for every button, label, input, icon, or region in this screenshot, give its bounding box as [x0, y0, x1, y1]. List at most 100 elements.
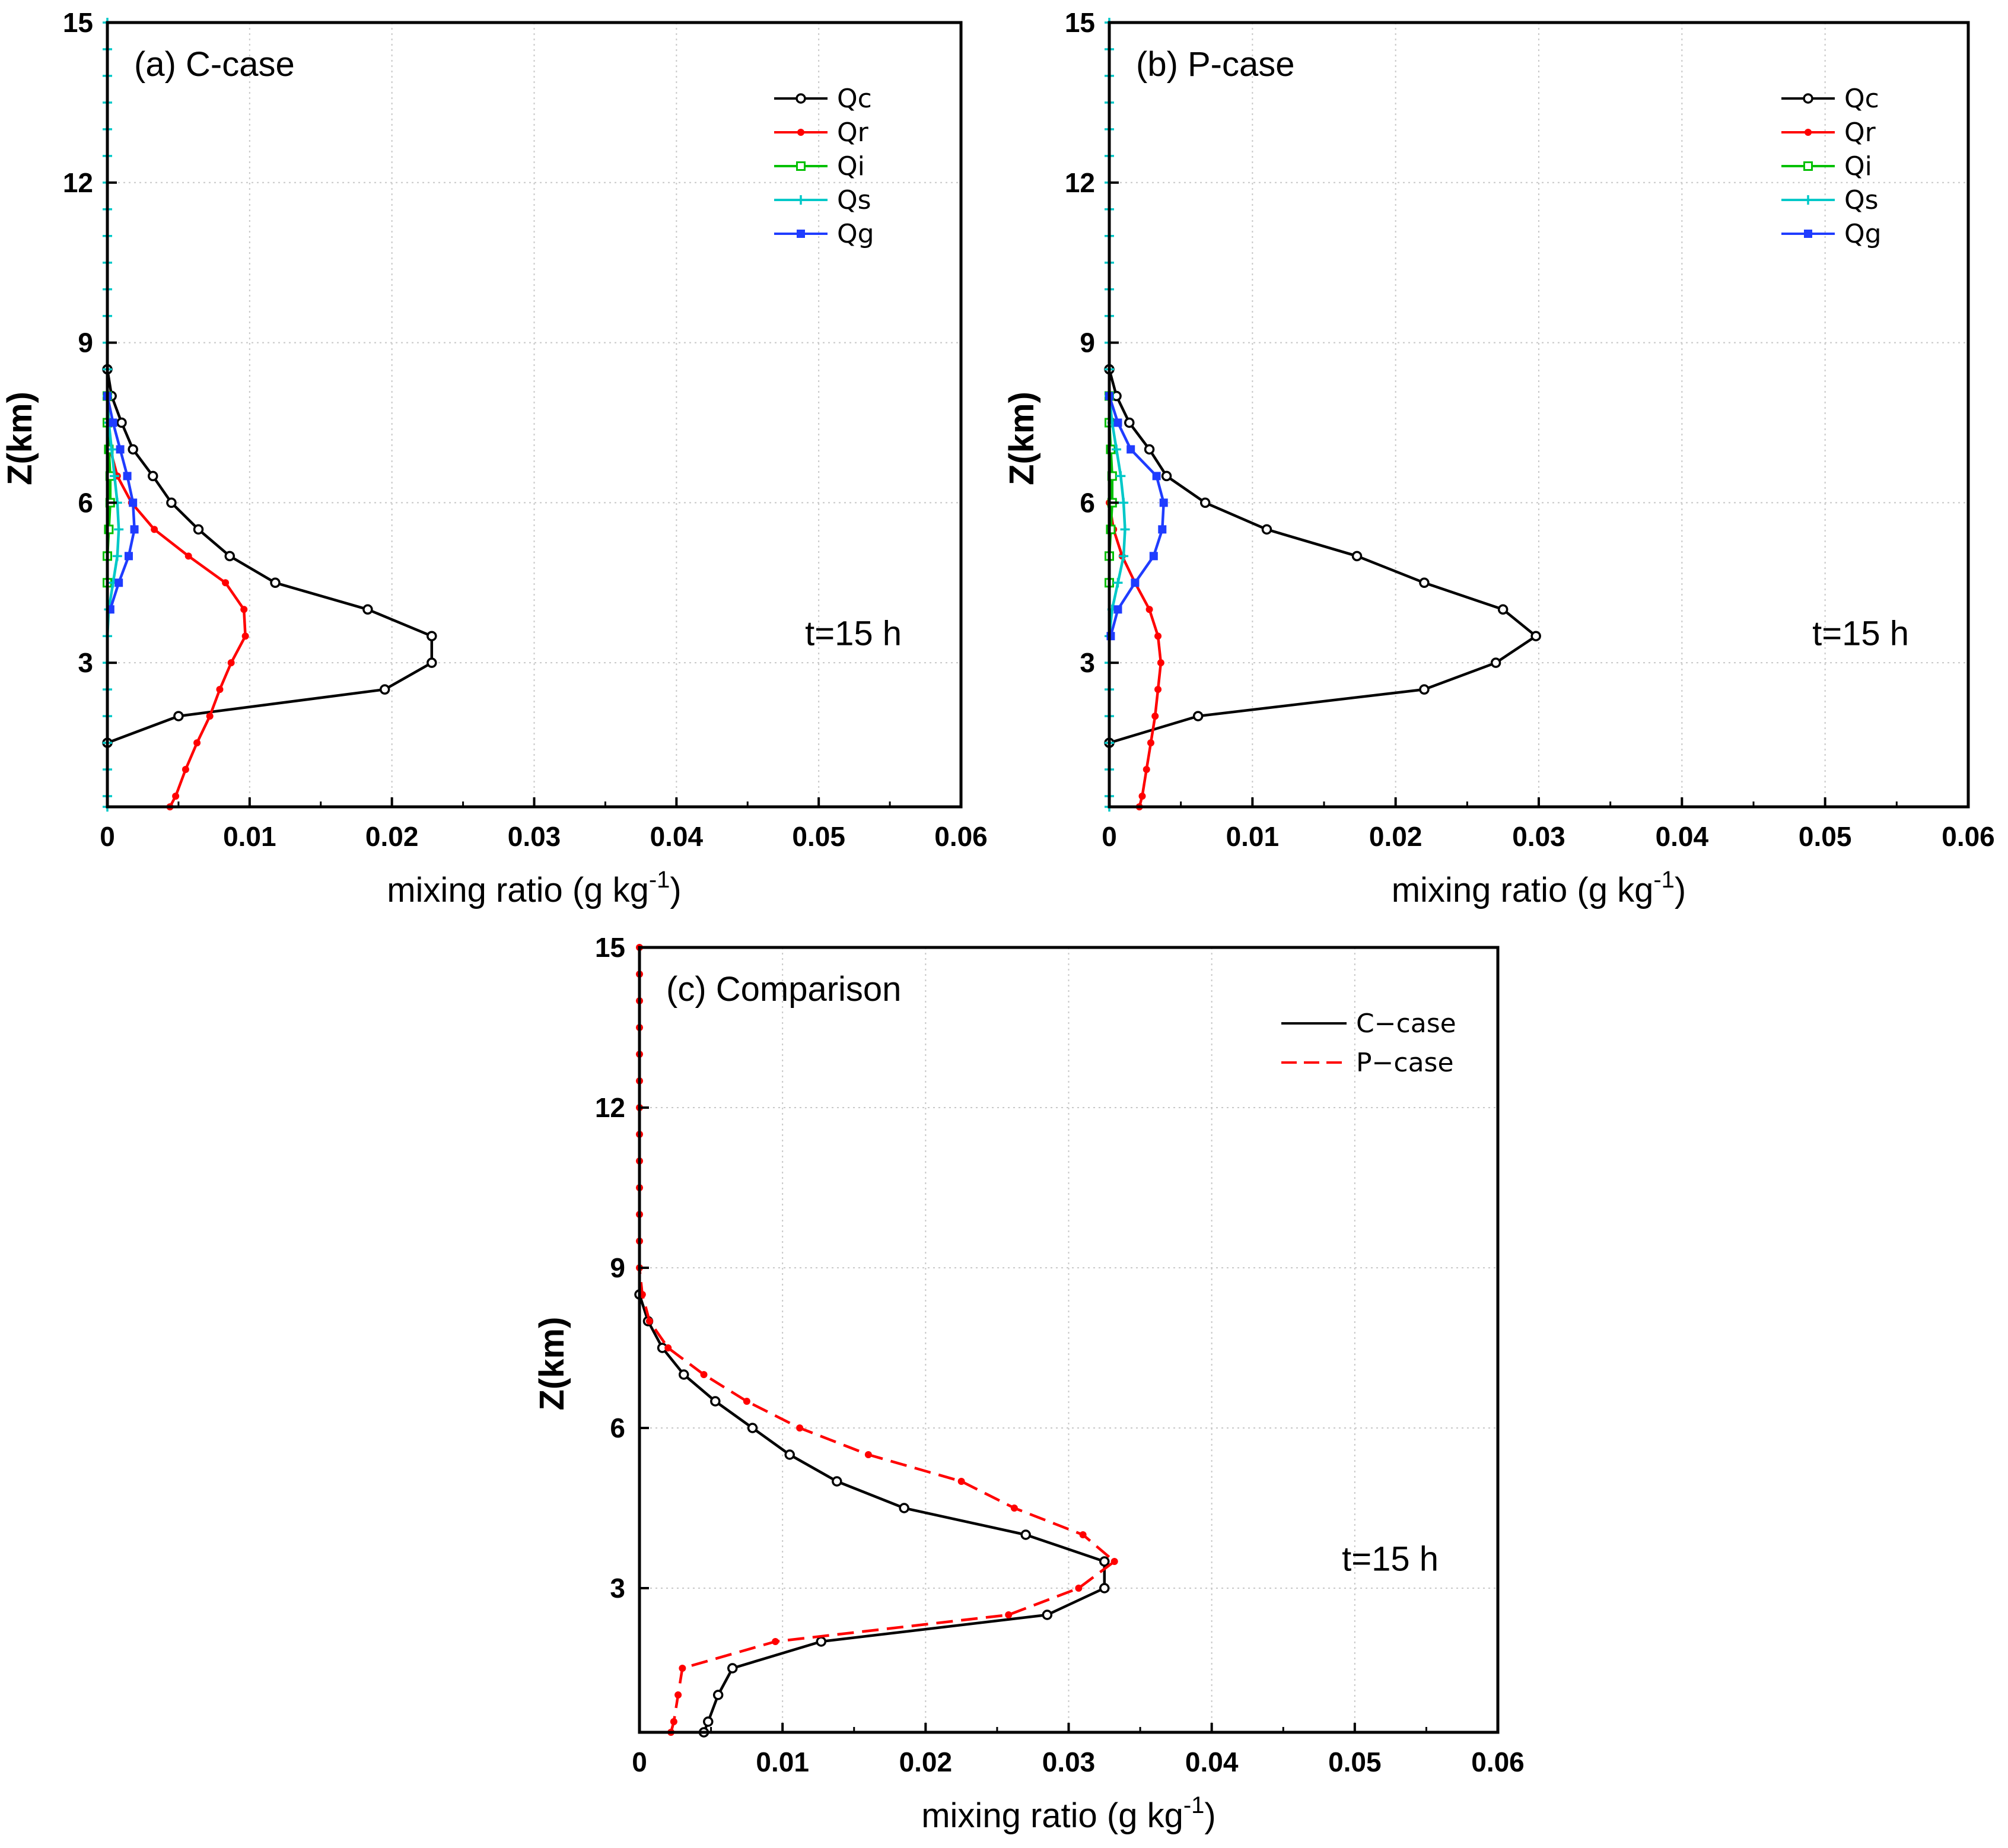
- data-point-qc: [1419, 684, 1430, 695]
- legend-marker-qc: [1803, 93, 1813, 104]
- data-point-c-case: [816, 1636, 827, 1647]
- x-tick-label: 0.05: [1799, 821, 1852, 852]
- legend-label-qr: Qr: [1844, 117, 1876, 148]
- x-tick-label: 0.06: [934, 821, 988, 852]
- data-point-p-case: [796, 1424, 804, 1432]
- data-point-p-case: [664, 1344, 672, 1351]
- x-tick-label: 0.01: [1226, 821, 1280, 852]
- data-point-qg: [129, 498, 138, 507]
- y-tick-label: 3: [78, 647, 93, 678]
- y-tick-label: 9: [1080, 327, 1095, 358]
- y-axis-title: Z(km): [1, 392, 39, 485]
- data-point-qg: [109, 418, 117, 427]
- data-point-qr: [1138, 793, 1146, 800]
- x-axis-title-superscript: -1: [1183, 1792, 1205, 1818]
- legend-marker-qg: [797, 230, 805, 238]
- legend-label-qs: Qs: [1844, 185, 1879, 215]
- legend: C−case P−case: [1281, 1009, 1456, 1078]
- data-point-qg: [1159, 498, 1168, 507]
- x-axis-title-superscript: -1: [1653, 867, 1675, 893]
- data-point-qr: [172, 793, 180, 800]
- x-tick-label: 0.03: [1512, 821, 1565, 852]
- data-point-qr: [216, 686, 224, 694]
- data-point-qs: [1113, 578, 1123, 588]
- y-tick-label: 12: [1065, 167, 1095, 198]
- data-point-qr: [151, 526, 158, 533]
- x-tick-label: 0: [100, 821, 115, 852]
- data-point-qr: [182, 766, 189, 774]
- data-point-qc: [379, 684, 390, 695]
- data-point-qc: [173, 711, 184, 721]
- data-point-qg: [1149, 552, 1158, 561]
- x-tick-label: 0.02: [365, 821, 419, 852]
- data-point-qr: [1157, 659, 1164, 667]
- legend-label-qr: Qr: [837, 117, 869, 148]
- x-tick-label: 0.01: [756, 1747, 809, 1777]
- y-tick-label: 15: [1065, 7, 1095, 38]
- data-point-c-case: [703, 1716, 714, 1727]
- data-point-qg: [130, 525, 139, 534]
- x-tick-label: 0.04: [1656, 821, 1709, 852]
- data-point-qr: [222, 579, 230, 587]
- time-annotation: t=15 h: [1342, 1540, 1439, 1579]
- x-tick-label: 0.03: [1042, 1747, 1096, 1777]
- data-point-p-case: [700, 1371, 708, 1378]
- data-point-qc: [1351, 551, 1363, 562]
- y-tick-label: 9: [78, 327, 93, 358]
- data-point-qg: [1126, 445, 1135, 454]
- data-point-p-case: [772, 1638, 779, 1645]
- data-point-qr: [1154, 632, 1162, 640]
- data-point-c-case: [832, 1476, 842, 1487]
- data-point-qr: [1151, 713, 1159, 720]
- y-tick-label: 9: [610, 1252, 625, 1283]
- data-point-c-case: [679, 1369, 689, 1380]
- x-tick-label: 0.03: [508, 821, 561, 852]
- y-tick-label: 3: [610, 1573, 625, 1604]
- data-point-c-case: [784, 1449, 795, 1460]
- data-point-qr: [241, 632, 249, 640]
- y-tick-label: 15: [63, 7, 93, 38]
- data-point-qc: [116, 417, 127, 428]
- x-tick-label: 0: [632, 1747, 647, 1777]
- y-tick-label: 3: [1080, 647, 1095, 678]
- y-tick-label: 12: [595, 1092, 625, 1123]
- time-annotation: t=15 h: [805, 615, 902, 653]
- data-point-qc: [1530, 631, 1541, 641]
- legend-marker-qc: [795, 93, 806, 104]
- x-axis-title: mixing ratio (g kg-1): [387, 867, 682, 909]
- panel-title: (c) Comparison: [666, 970, 901, 1009]
- x-tick-label: 0.04: [650, 821, 704, 852]
- data-point-p-case: [743, 1398, 750, 1405]
- x-axis-title-end: ): [670, 871, 681, 909]
- legend-label-qg: Qg: [837, 219, 874, 249]
- data-point-qs: [1120, 524, 1130, 535]
- legend-label-p-case: P−case: [1356, 1048, 1454, 1078]
- x-tick-label: 0.02: [1369, 821, 1423, 852]
- x-tick-label: 0.02: [899, 1747, 953, 1777]
- data-point-qg: [124, 552, 133, 561]
- x-axis-title: mixing ratio (g kg-1): [921, 1792, 1216, 1835]
- data-point-qg: [114, 578, 123, 587]
- y-axis-title: Z(km): [1003, 392, 1041, 485]
- y-tick-label: 12: [63, 167, 93, 198]
- data-point-qs: [112, 551, 122, 561]
- data-point-c-case: [1099, 1556, 1110, 1567]
- legend-marker-qi: [796, 161, 806, 171]
- legend-marker-qi: [1803, 161, 1813, 171]
- panel-title: (a) C-case: [134, 45, 295, 84]
- data-point-qc: [1161, 470, 1172, 482]
- data-point-qc: [1497, 604, 1509, 615]
- data-point-qr: [1154, 686, 1162, 694]
- data-point-p-case: [645, 1318, 653, 1325]
- x-tick-label: 0.05: [792, 821, 845, 852]
- data-point-qc: [128, 444, 138, 455]
- data-point-qr: [1143, 766, 1150, 774]
- data-point-qc: [427, 657, 437, 668]
- data-point-p-case: [1010, 1505, 1018, 1512]
- data-point-qc: [166, 497, 177, 508]
- legend-label-qs: Qs: [837, 185, 871, 215]
- y-tick-label: 15: [595, 932, 625, 963]
- data-point-p-case: [670, 1718, 677, 1725]
